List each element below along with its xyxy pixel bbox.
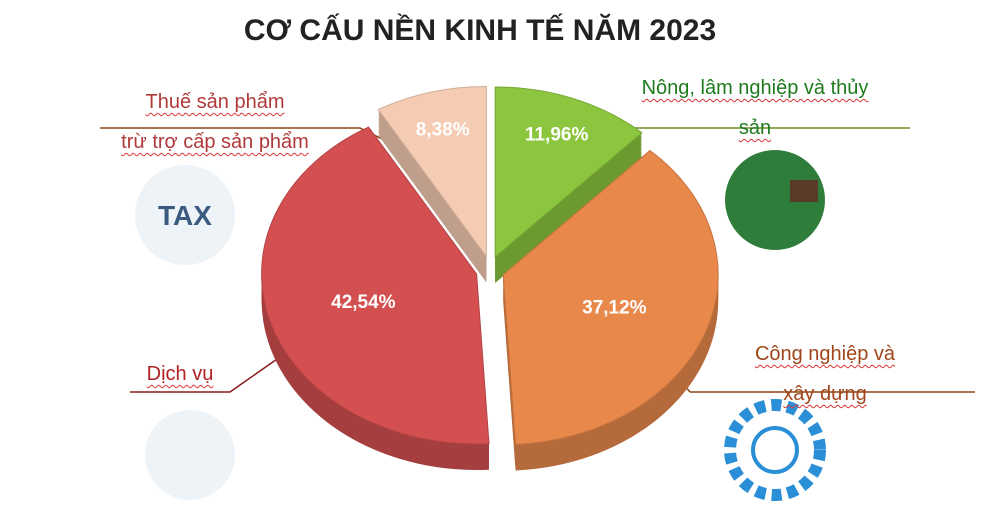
value-label: 11,96% (525, 125, 588, 146)
category-label: Dịch vụ (146, 363, 214, 385)
slice (261, 126, 490, 445)
leader-line (130, 349, 291, 393)
category-label: Nông, lâm nghiệp và thủy sản (641, 77, 869, 139)
tax-icon-glyph: TAX (158, 200, 212, 231)
value-label: 42,54% (331, 292, 396, 313)
farm-icon (725, 150, 825, 250)
category-label: Công nghiệp và xây dựng (754, 343, 896, 405)
slice (502, 149, 719, 445)
tax-icon (135, 165, 235, 265)
industry-icon-bulb (751, 426, 799, 474)
value-label: 8,38% (416, 119, 470, 140)
slice (494, 86, 643, 259)
industry-icon (724, 399, 826, 501)
slice (377, 85, 487, 259)
value-label: 37,12% (582, 298, 647, 319)
chart-title: CƠ CẤU NỀN KINH TẾ NĂM 2023 (243, 14, 717, 47)
icons: TAX (135, 150, 826, 501)
category-label: Thuế sản phẩm trừ trợ cấp sản phẩm (121, 91, 309, 153)
farm-icon-house (790, 180, 818, 202)
service-icon (145, 410, 235, 500)
